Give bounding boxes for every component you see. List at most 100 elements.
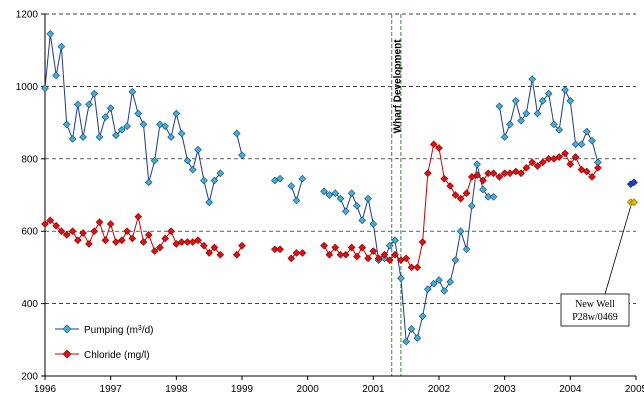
pumping-point [369,220,378,228]
wharf-development-label: Wharf Development [392,39,403,134]
pumping-point [353,202,361,210]
chloride-point [336,250,345,259]
chloride-point [216,250,225,259]
legend-marker-chloride [62,349,72,359]
pumping-point [46,30,55,38]
chloride-point [123,227,131,236]
pumping-point [79,133,87,141]
pumping-point [232,129,241,138]
chloride-point [538,158,547,167]
pumping-point [183,156,192,165]
chloride-point [325,250,334,259]
pumping-point [41,84,49,93]
pumping-point [429,279,438,288]
x-tick-label: 2002 [428,384,451,395]
chloride-point [413,263,422,272]
pumping-point [101,113,110,121]
chloride-point [571,153,580,161]
pumping-point [238,151,246,160]
new-well-callout: New Well P28w/0469 [560,206,632,327]
y-tick-label: 600 [21,227,38,238]
pumping-point [276,174,284,183]
pumping-point [85,100,93,109]
chloride-point [364,254,372,263]
chloride-point [385,256,394,264]
chloride-point [52,221,60,230]
new-well-chloride-point [630,198,638,207]
pumping-point [118,126,126,134]
pumping-point [402,337,410,346]
pumping-point [440,287,449,295]
x-tick-label: 2005 [625,384,644,395]
chloride-point [407,263,416,272]
pumping-point [325,191,334,199]
pumping-point [123,122,131,131]
chloride-point [134,212,143,221]
pumping-point [150,156,159,165]
pumping-point [320,187,328,196]
chloride-point [232,250,241,259]
pumping-point [57,42,66,51]
chloride-point [177,238,186,246]
chloride-point [287,254,296,263]
pumping-point [397,274,405,283]
chloride-point [402,254,410,263]
pumping-line [323,164,494,342]
pumping-point [435,276,443,284]
chloride-point [391,250,399,259]
x-tick-label: 1999 [231,384,254,395]
pumping-point [331,189,340,198]
pumping-point [555,126,563,134]
pumping-point [571,140,580,149]
chloride-point [271,245,279,254]
chloride-point [479,176,487,185]
pumping-point [582,127,591,136]
legend-item-pumping: Pumping (m3/d) [55,324,153,336]
pumping-point [112,131,120,140]
chloride-point [544,154,553,163]
chloride-point [462,189,471,198]
pumping-point [588,136,596,145]
pumping-point [205,198,213,207]
pumping-point [561,86,569,94]
pumping-point [407,325,416,333]
x-tick-label: 1998 [165,384,188,395]
gridlines [45,13,636,304]
chloride-point [74,236,82,245]
new-well-label: New Well [575,299,615,310]
series [41,30,638,346]
pumping-point [188,165,197,174]
chloride-point [144,230,153,239]
pumping-point [462,245,471,254]
chloride-point [380,250,389,259]
chloride-point [238,241,246,250]
pumping-point [512,97,520,105]
pumping-point [139,120,148,129]
chloride-point [555,153,563,161]
pumping-point [577,140,586,149]
chloride-point [495,173,504,181]
pumping-point [216,169,225,178]
chloride-point [57,227,66,236]
pumping-point [128,88,137,96]
chloride-point [561,149,569,158]
pumping-point [473,160,481,169]
pumping-point [418,312,427,321]
y-tick-label: 400 [21,299,38,310]
chloride-point [90,227,99,236]
chloride-point [588,173,596,181]
chloride-point [128,234,137,243]
chloride-point [341,250,350,259]
pumping-point [385,241,394,250]
x-tick-label: 1997 [100,384,123,395]
pumping-point [194,145,202,154]
legend: Pumping (m3/d) Chloride (mg/l) [55,324,153,361]
chloride-point [320,241,328,250]
pumping-point [391,236,399,245]
chloride-point [446,182,454,190]
y-tick-label: 200 [21,372,38,383]
pumping-point [177,129,186,138]
chloride-point [101,236,110,245]
pumping-point [413,334,422,342]
chloride-line [323,143,599,268]
